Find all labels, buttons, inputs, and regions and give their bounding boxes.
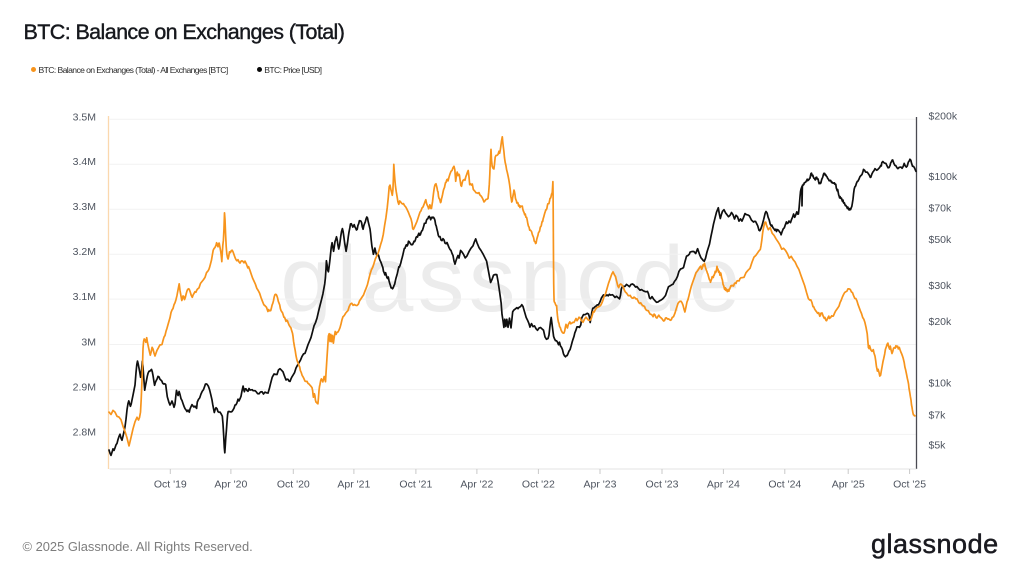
svg-text:Oct '24: Oct '24 [768,479,801,491]
svg-text:3.5M: 3.5M [73,111,96,123]
svg-text:glassnode: glassnode [280,227,745,331]
svg-text:Apr '20: Apr '20 [214,479,247,491]
svg-text:2.9M: 2.9M [73,382,96,394]
svg-text:$50k: $50k [929,234,953,246]
svg-text:$70k: $70k [929,203,953,215]
svg-text:$5k: $5k [929,440,947,452]
svg-text:Apr '22: Apr '22 [460,479,493,491]
svg-text:Oct '19: Oct '19 [154,479,187,491]
svg-text:3.1M: 3.1M [73,291,96,303]
svg-text:3M: 3M [81,337,96,349]
svg-text:Oct '25: Oct '25 [893,479,926,491]
svg-text:$100k: $100k [929,171,958,183]
svg-text:$20k: $20k [929,316,953,328]
svg-text:$30k: $30k [929,280,953,292]
svg-text:3.4M: 3.4M [73,156,96,168]
svg-text:Apr '24: Apr '24 [707,479,740,491]
svg-text:Oct '23: Oct '23 [646,479,679,491]
svg-text:Apr '23: Apr '23 [584,479,617,491]
svg-text:2.8M: 2.8M [73,426,96,438]
svg-text:3.2M: 3.2M [73,246,96,258]
svg-text:Oct '21: Oct '21 [399,479,432,491]
svg-text:Oct '22: Oct '22 [522,479,555,491]
svg-text:3.3M: 3.3M [73,201,96,213]
svg-text:Apr '25: Apr '25 [832,479,865,491]
svg-text:$200k: $200k [929,111,958,123]
svg-text:$10k: $10k [929,378,953,390]
svg-text:$7k: $7k [929,410,947,422]
svg-text:Apr '21: Apr '21 [337,479,370,491]
svg-text:Oct '20: Oct '20 [277,479,310,491]
